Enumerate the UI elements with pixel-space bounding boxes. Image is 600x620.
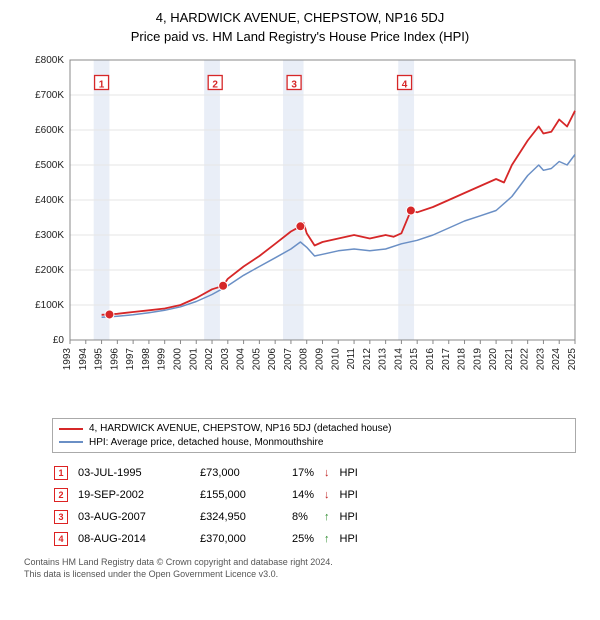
sale-date: 19-SEP-2002 [78, 485, 198, 505]
sale-marker-4: 4 [54, 532, 68, 546]
sale-pct: 14% [292, 485, 322, 505]
table-row: 1 03-JUL-1995£73,00017%↓HPI [54, 463, 366, 483]
sale-date: 03-AUG-2007 [78, 507, 198, 527]
chart-title-sub: Price paid vs. HM Land Registry's House … [10, 29, 590, 44]
sale-date: 03-JUL-1995 [78, 463, 198, 483]
svg-text:£300K: £300K [35, 230, 64, 241]
svg-text:2005: 2005 [251, 348, 262, 371]
sale-price: £73,000 [200, 463, 290, 483]
sale-arrow-icon: ↑ [324, 529, 338, 549]
svg-text:2021: 2021 [504, 348, 515, 371]
svg-text:3: 3 [291, 80, 297, 91]
table-row: 2 19-SEP-2002£155,00014%↓HPI [54, 485, 366, 505]
svg-text:1996: 1996 [109, 348, 120, 371]
svg-text:2006: 2006 [267, 348, 278, 371]
svg-text:2000: 2000 [172, 348, 183, 371]
svg-text:£800K: £800K [35, 55, 64, 66]
sale-marker-3: 3 [54, 510, 68, 524]
sale-arrow-icon: ↑ [324, 507, 338, 527]
svg-text:1995: 1995 [94, 348, 105, 371]
sale-date: 08-AUG-2014 [78, 529, 198, 549]
legend-label-hpi: HPI: Average price, detached house, Monm… [89, 436, 323, 450]
svg-text:2019: 2019 [472, 348, 483, 371]
chart-legend: 4, HARDWICK AVENUE, CHEPSTOW, NP16 5DJ (… [52, 418, 576, 453]
svg-text:2008: 2008 [299, 348, 310, 371]
sale-pct: 25% [292, 529, 322, 549]
svg-text:2014: 2014 [393, 348, 404, 371]
legend-label-property: 4, HARDWICK AVENUE, CHEPSTOW, NP16 5DJ (… [89, 422, 392, 436]
svg-text:2002: 2002 [204, 348, 215, 371]
svg-text:£500K: £500K [35, 160, 64, 171]
table-row: 4 08-AUG-2014£370,00025%↑HPI [54, 529, 366, 549]
svg-text:2018: 2018 [457, 348, 468, 371]
svg-text:£600K: £600K [35, 125, 64, 136]
svg-text:2009: 2009 [315, 348, 326, 371]
svg-text:£100K: £100K [35, 300, 64, 311]
footnote-line-1: Contains HM Land Registry data © Crown c… [24, 557, 576, 569]
footnote-line-2: This data is licensed under the Open Gov… [24, 569, 576, 581]
svg-text:£400K: £400K [35, 195, 64, 206]
svg-text:2010: 2010 [330, 348, 341, 371]
sale-vs: HPI [340, 529, 366, 549]
sale-pct: 17% [292, 463, 322, 483]
sale-price: £324,950 [200, 507, 290, 527]
svg-text:2001: 2001 [188, 348, 199, 371]
price-chart: £0 £100K £200K £300K £400K £500K £600K £700K £80… [20, 50, 580, 380]
svg-text:2023: 2023 [535, 348, 546, 371]
table-row: 3 03-AUG-2007£324,9508%↑HPI [54, 507, 366, 527]
svg-text:1993: 1993 [62, 348, 73, 371]
svg-text:£700K: £700K [35, 90, 64, 101]
svg-text:£0: £0 [53, 335, 65, 346]
sale-arrow-icon: ↓ [324, 485, 338, 505]
legend-item-property: 4, HARDWICK AVENUE, CHEPSTOW, NP16 5DJ (… [59, 422, 569, 436]
chart-title-main: 4, HARDWICK AVENUE, CHEPSTOW, NP16 5DJ [10, 10, 590, 25]
svg-text:2007: 2007 [283, 348, 294, 371]
legend-swatch-hpi [59, 441, 83, 443]
sale-marker-2: 2 [54, 488, 68, 502]
sale-marker-1: 1 [54, 466, 68, 480]
svg-text:1999: 1999 [157, 348, 168, 371]
sale-vs: HPI [340, 485, 366, 505]
svg-text:2011: 2011 [346, 348, 357, 370]
sale-price: £370,000 [200, 529, 290, 549]
svg-text:2015: 2015 [409, 348, 420, 371]
sale-arrow-icon: ↓ [324, 463, 338, 483]
svg-text:2020: 2020 [488, 348, 499, 371]
legend-item-hpi: HPI: Average price, detached house, Monm… [59, 436, 569, 450]
sale-vs: HPI [340, 463, 366, 483]
svg-text:1997: 1997 [125, 348, 136, 371]
svg-text:2012: 2012 [362, 348, 373, 371]
legend-swatch-property [59, 428, 83, 430]
footnote: Contains HM Land Registry data © Crown c… [24, 557, 576, 580]
svg-text:1: 1 [99, 80, 105, 91]
svg-text:2024: 2024 [551, 348, 562, 371]
svg-text:£200K: £200K [35, 265, 64, 276]
svg-text:2013: 2013 [378, 348, 389, 371]
svg-text:2016: 2016 [425, 348, 436, 371]
svg-text:2025: 2025 [567, 348, 578, 371]
sale-price: £155,000 [200, 485, 290, 505]
svg-text:2017: 2017 [441, 348, 452, 371]
svg-text:1994: 1994 [78, 348, 89, 371]
chart-svg: £0 £100K £200K £300K £400K £500K £600K £700K £80… [20, 50, 580, 420]
sale-vs: HPI [340, 507, 366, 527]
sale-pct: 8% [292, 507, 322, 527]
sales-table: 103-JUL-1995£73,00017%↓HPI219-SEP-2002£1… [52, 461, 368, 551]
svg-text:4: 4 [402, 80, 408, 91]
svg-text:2022: 2022 [520, 348, 531, 371]
svg-text:1998: 1998 [141, 348, 152, 371]
svg-text:2: 2 [212, 80, 218, 91]
svg-text:2004: 2004 [236, 348, 247, 371]
svg-text:2003: 2003 [220, 348, 231, 371]
